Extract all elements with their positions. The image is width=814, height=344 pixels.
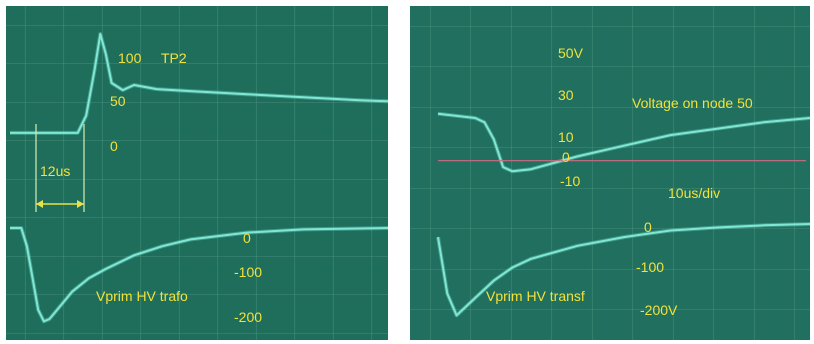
timebase-label: 10us/div (668, 185, 720, 201)
tp2-label: TP2 (161, 50, 187, 66)
grid (6, 6, 388, 340)
scale-label-50: 50 (110, 93, 126, 109)
vprim-label: Vprim HV trafo (96, 288, 188, 304)
grid (410, 6, 810, 340)
time-marker (35, 124, 85, 212)
series-line-1 (437, 223, 810, 317)
scope-panel-left: 100 TP2 50 0 12us 0 -100 Vprim HV trafo … (6, 6, 388, 340)
traces (10, 32, 388, 324)
vprim-label: Vprim HV transf (486, 288, 585, 304)
scope-screen-left: 100 TP2 50 0 12us 0 -100 Vprim HV trafo … (6, 6, 388, 340)
scale-label-30: 30 (558, 87, 574, 103)
screen-background (6, 6, 388, 340)
bottom-scale-label-0: 0 (644, 219, 652, 235)
node50-label: Voltage on node 50 (632, 95, 753, 111)
bottom-scale-label-minus-200: -200 (234, 309, 262, 325)
bottom-scale-label-0: 0 (243, 230, 251, 246)
bottom-scale-label-minus-200v: -200V (640, 302, 678, 318)
scale-label-10: 10 (558, 129, 574, 145)
scale-label-50v: 50V (558, 45, 584, 61)
scale-label-minus-10: -10 (560, 173, 580, 189)
series-line-0 (437, 112, 810, 173)
marker-label: 12us (40, 163, 70, 179)
bottom-scale-label-minus-100: -100 (636, 259, 664, 275)
scale-label-100: 100 (118, 50, 142, 66)
series-line-0 (10, 33, 388, 134)
scale-label-0: 0 (562, 149, 570, 165)
scale-label-0: 0 (110, 138, 118, 154)
screen-background (410, 6, 810, 340)
scope-panel-right: 50V 30 Voltage on node 50 10 0 -10 10us/… (410, 6, 810, 340)
series-line-1 (10, 227, 388, 323)
scope-screen-right: 50V 30 Voltage on node 50 10 0 -10 10us/… (410, 6, 810, 340)
traces (436, 111, 810, 318)
bottom-scale-label-minus-100: -100 (234, 264, 262, 280)
